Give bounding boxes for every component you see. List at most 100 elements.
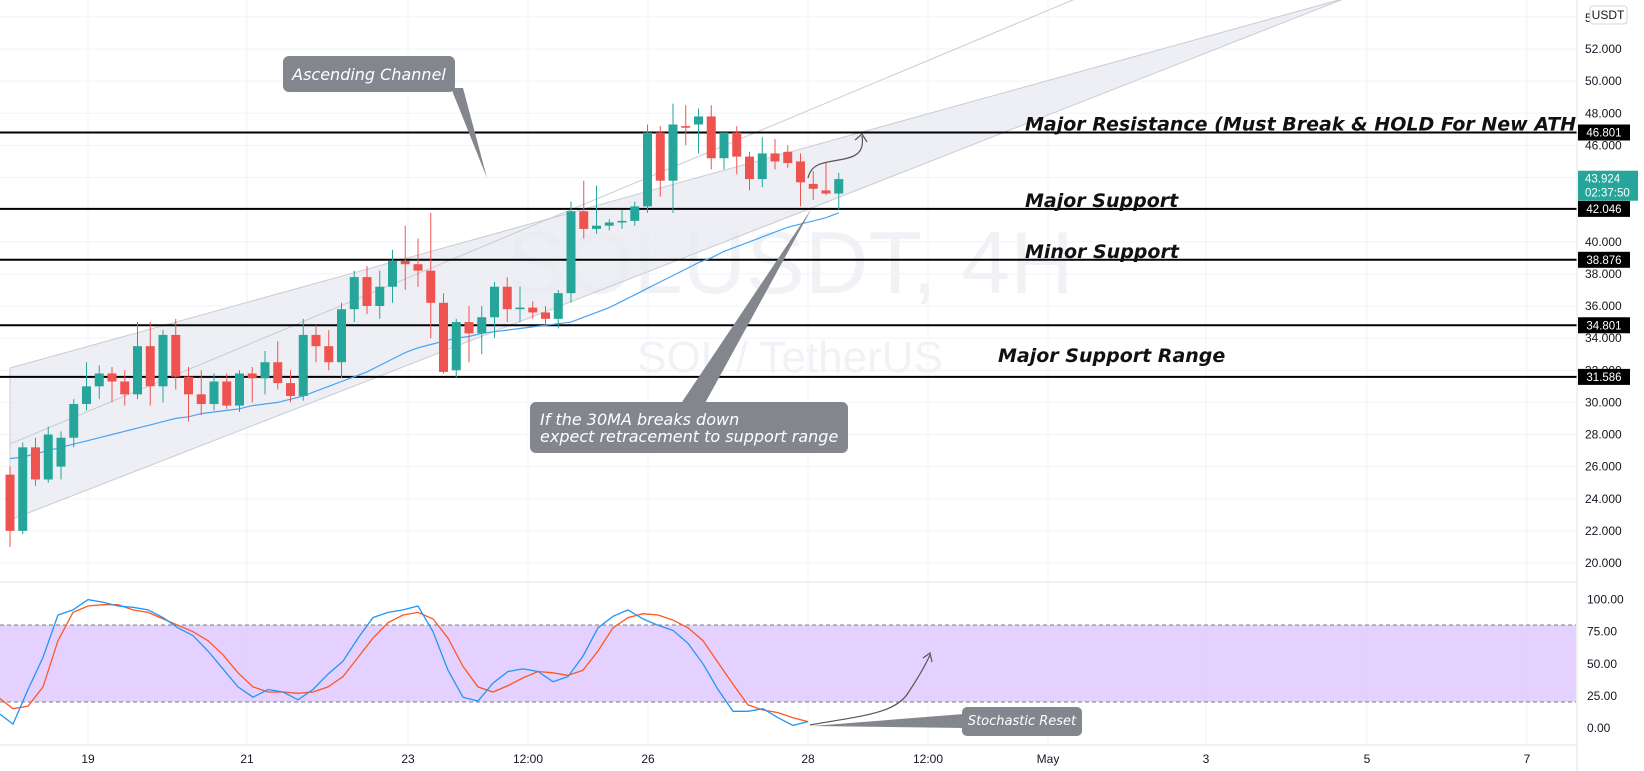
stoch-callout-box[interactable] [962, 707, 1082, 736]
candle-body [400, 261, 410, 265]
horizontal-levels: Major Resistance (Must Break & HOLD For … [0, 114, 1577, 378]
candle-body [94, 373, 104, 387]
time-axis-label: May [1037, 752, 1060, 766]
ma-callout-box[interactable] [530, 402, 848, 453]
candle-body [120, 381, 130, 395]
candle-body [298, 334, 308, 396]
time-axis[interactable]: 19 21 23 12:00 26 28 12:00 May 3 5 7 [0, 744, 1577, 766]
candle-body [184, 376, 193, 395]
stoch-axis-label: 25.00 [1587, 689, 1617, 703]
stoch-projection-arrow [809, 654, 931, 726]
candle-body [145, 346, 155, 387]
candle-body [604, 222, 614, 226]
candle-body [158, 334, 168, 387]
candle-body [630, 206, 640, 221]
candle-body [732, 132, 742, 157]
candle-body [808, 183, 818, 189]
stoch-axis-label: 100.00 [1587, 593, 1624, 607]
candle-body [311, 334, 321, 347]
channel-callout-box[interactable] [283, 56, 455, 92]
candle-body [196, 394, 206, 404]
candle-body [681, 126, 691, 128]
candle-body [362, 277, 372, 306]
currency-badge[interactable] [1589, 5, 1628, 25]
current-price-value: 43.924 [1585, 174, 1621, 186]
channel-callout-text: Ascending Channel [291, 65, 446, 84]
level-price-tag-text: 34.801 [1586, 320, 1621, 332]
candle-body [286, 383, 295, 396]
candle-body [553, 293, 563, 319]
time-axis-label: 5 [1364, 752, 1371, 766]
level-price-tag-text: 42.046 [1586, 204, 1621, 216]
projected-move-arrow [807, 135, 864, 179]
currency-badge-label: USDT [1592, 8, 1625, 22]
level-price-tag-text: 38.876 [1586, 255, 1621, 267]
price-axis-label: 30.000 [1585, 395, 1622, 409]
candle-body [783, 151, 793, 164]
candle-body [515, 307, 525, 310]
price-axis-label: 48.000 [1585, 106, 1622, 120]
candle-body [834, 179, 844, 194]
time-axis-label: 28 [801, 752, 815, 766]
candle-body [541, 312, 550, 319]
stoch-axis-label: 50.00 [1587, 657, 1617, 671]
price-axis-top-label: 5 [1585, 11, 1592, 25]
candle-body [579, 211, 589, 229]
candle-body [413, 264, 423, 271]
price-tags: 46.801 42.046 38.876 34.801 31.586 43.924 02:3… [1578, 124, 1638, 385]
time-axis-label: 3 [1203, 752, 1210, 766]
price-axis-label: 50.000 [1585, 74, 1622, 88]
candle-body [133, 346, 142, 395]
stochastic-axis[interactable]: 100.00 75.00 50.00 25.00 0.00 [1587, 593, 1624, 735]
level-label: Major Support [1025, 190, 1179, 212]
candle-body [439, 302, 448, 372]
stoch-d-line [0, 604, 809, 723]
candle-body [706, 116, 716, 159]
candle-body [426, 270, 436, 303]
level-price-tag [1578, 317, 1630, 334]
candle-body [43, 434, 53, 480]
candle-body [69, 403, 79, 438]
ma-callout-line1: If the 30MA breaks down [540, 410, 739, 429]
candle-body [375, 286, 385, 306]
candle-body [821, 190, 831, 194]
price-axis[interactable]: 5 USDT 52.00050.00048.00046.00044.00040.… [1585, 5, 1628, 570]
time-axis-label: 26 [641, 752, 655, 766]
candle-body [668, 124, 678, 181]
level-price-tag-text: 31.586 [1586, 372, 1621, 384]
candle-body [502, 286, 512, 310]
level-price-tag-text: 46.801 [1586, 128, 1621, 140]
candle-body [477, 317, 487, 334]
candle-body [337, 309, 346, 363]
candle-body [643, 132, 652, 207]
candle-body [349, 277, 359, 310]
candle-body [31, 447, 40, 480]
candlesticks [5, 103, 844, 547]
candle-body [566, 211, 576, 294]
price-axis-label: 28.000 [1585, 428, 1622, 442]
candle-body [273, 362, 283, 384]
price-axis-label: 24.000 [1585, 492, 1622, 506]
current-price-tag [1578, 170, 1638, 201]
candle-body [451, 322, 461, 371]
candle-body [247, 373, 257, 379]
candle-body [490, 286, 499, 318]
candle-body [617, 220, 627, 223]
time-axis-label: 12:00 [913, 752, 943, 766]
ma30-line [9, 212, 840, 460]
main-price-pane: SOLUSDT, 4H SOL / TetherUS Major Resista… [0, 0, 1577, 745]
time-axis-label: 19 [81, 752, 95, 766]
level-label: Minor Support [1025, 241, 1180, 263]
price-axis-label: 26.000 [1585, 460, 1622, 474]
price-axis-label: 34.000 [1585, 331, 1622, 345]
watermark-name: SOL / TetherUS [637, 333, 943, 382]
price-axis-label: 46.000 [1585, 138, 1622, 152]
stoch-callout-pointer [812, 714, 964, 728]
stoch-axis-label: 75.00 [1587, 625, 1617, 639]
price-axis-label: 20.000 [1585, 556, 1622, 570]
candle-body [222, 381, 232, 406]
time-axis-label: 21 [240, 752, 254, 766]
stoch-projection-arrowhead [922, 651, 933, 663]
level-price-tag [1578, 251, 1630, 268]
